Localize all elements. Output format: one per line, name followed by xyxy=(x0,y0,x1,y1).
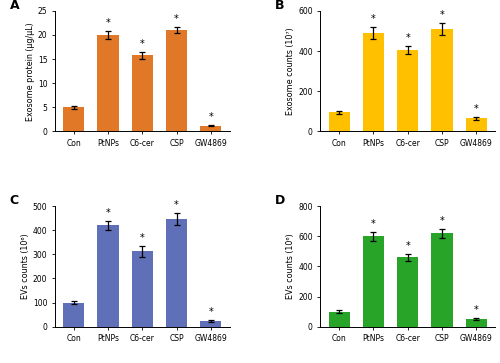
Text: *: * xyxy=(440,10,444,20)
Text: *: * xyxy=(474,104,478,114)
Text: *: * xyxy=(208,112,213,122)
Bar xyxy=(132,55,153,131)
Bar xyxy=(328,311,350,327)
Bar xyxy=(132,252,153,327)
Y-axis label: Exosome protein (μg/μL): Exosome protein (μg/μL) xyxy=(26,22,35,121)
Bar xyxy=(397,50,418,131)
Y-axis label: Exosome counts (10⁷): Exosome counts (10⁷) xyxy=(286,27,296,115)
Bar xyxy=(432,29,452,131)
Text: *: * xyxy=(371,15,376,24)
Bar xyxy=(63,303,84,327)
Bar xyxy=(63,107,84,131)
Text: *: * xyxy=(440,216,444,226)
Bar xyxy=(466,118,487,131)
Y-axis label: EVs counts (10⁶): EVs counts (10⁶) xyxy=(21,233,30,299)
Text: *: * xyxy=(106,18,110,28)
Text: *: * xyxy=(474,305,478,315)
Bar xyxy=(397,257,418,327)
Bar xyxy=(166,30,187,131)
Text: *: * xyxy=(106,208,110,217)
Text: B: B xyxy=(275,0,284,12)
Bar xyxy=(98,225,118,327)
Text: *: * xyxy=(406,241,410,250)
Bar xyxy=(328,112,350,131)
Text: D: D xyxy=(275,194,285,207)
Text: *: * xyxy=(174,14,179,24)
Bar xyxy=(98,35,118,131)
Y-axis label: EVs counts (10⁶): EVs counts (10⁶) xyxy=(286,233,296,299)
Bar xyxy=(200,126,222,131)
Bar xyxy=(432,233,452,327)
Text: *: * xyxy=(371,219,376,229)
Bar xyxy=(363,33,384,131)
Bar xyxy=(363,236,384,327)
Bar xyxy=(466,319,487,327)
Text: *: * xyxy=(140,233,144,243)
Text: *: * xyxy=(406,33,410,42)
Text: A: A xyxy=(10,0,19,12)
Text: *: * xyxy=(174,200,179,210)
Text: *: * xyxy=(140,39,144,49)
Text: C: C xyxy=(10,194,18,207)
Bar xyxy=(166,219,187,327)
Bar xyxy=(200,321,222,327)
Text: *: * xyxy=(208,307,213,317)
